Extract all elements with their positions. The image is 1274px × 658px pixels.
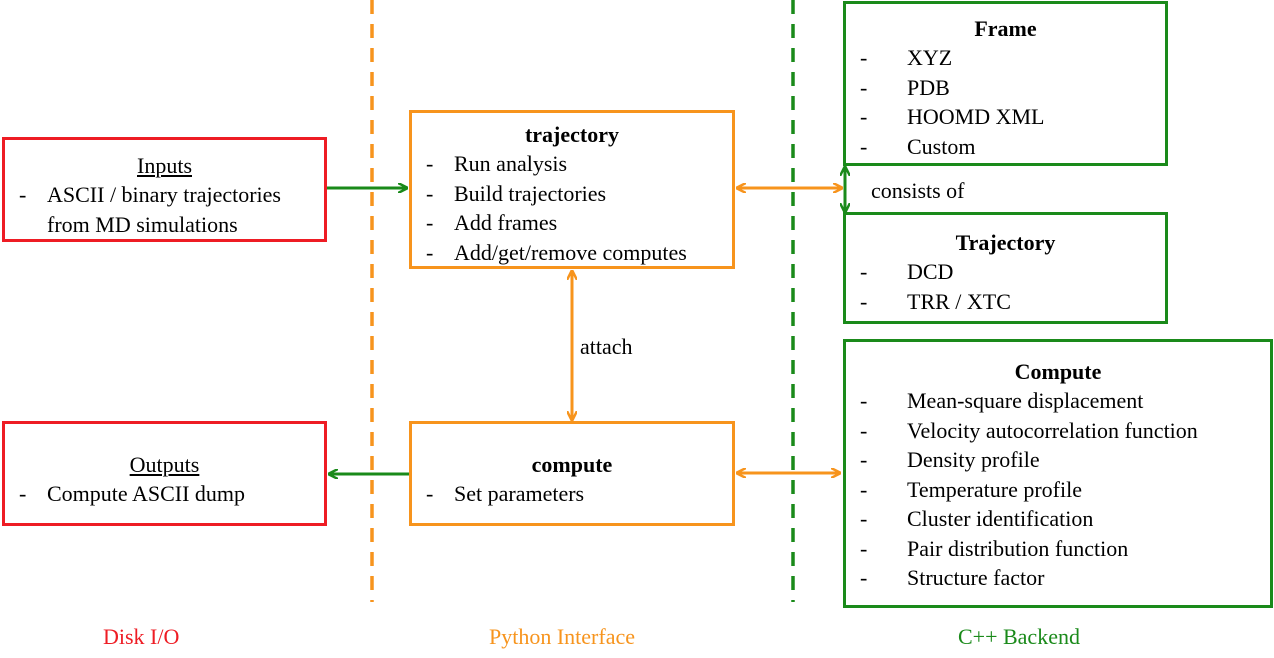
compute-python-box: compute - Set parameters — [409, 421, 735, 526]
list-item: - Add/get/remove computes — [426, 239, 687, 265]
list-item: - Structure factor — [860, 565, 1045, 590]
inputs-box: Inputs - ASCII / binary trajectories from… — [2, 137, 327, 242]
list-item: - TRR / XTC — [860, 288, 1011, 314]
list-item: - Build trajectories — [426, 180, 607, 206]
consists-of-label: consists of — [871, 178, 965, 203]
lane-label-python: Python Interface — [489, 624, 635, 649]
trajectory-cpp-list: - DCD - TRR / XTC — [860, 257, 1165, 316]
list-item: - Cluster identification — [860, 506, 1094, 531]
inputs-list: - ASCII / binary trajectories from MD sim… — [19, 180, 324, 239]
list-item: from MD simulations — [47, 211, 238, 237]
list-item: - Set parameters — [426, 481, 585, 506]
list-item: - Run analysis — [426, 151, 568, 176]
compute-cpp-list: - Mean-square displacement - Velocity auto… — [860, 386, 1270, 593]
list-item: - XYZ — [860, 45, 953, 70]
outputs-box: Outputs - Compute ASCII dump — [2, 421, 327, 526]
list-item: - DCD — [860, 259, 954, 284]
trajectory-python-list: - Run analysis - Build trajectories - Add f… — [426, 149, 732, 267]
trajectory-python-box: trajectory - Run analysis - Build trajecto… — [409, 110, 735, 269]
list-item: - HOOMD XML — [860, 104, 1045, 129]
frame-list: - XYZ - PDB - HOOMD XML - Custom — [860, 43, 1165, 161]
outputs-list: - Compute ASCII dump — [19, 479, 324, 509]
list-item: - Mean-square displacement — [860, 388, 1144, 413]
list-item: - PDB — [860, 74, 950, 100]
attach-label: attach — [580, 334, 633, 359]
outputs-title: Outputs — [129, 452, 200, 477]
trajectory-python-title: trajectory — [524, 122, 620, 147]
compute-python-list: - Set parameters — [426, 479, 732, 509]
list-item: - ASCII / binary trajectories — [19, 182, 281, 207]
frame-title: Frame — [974, 16, 1037, 41]
list-item: - Density profile — [860, 447, 1040, 472]
trajectory-cpp-box: Trajectory - DCD - TRR / XTC — [843, 212, 1168, 324]
lane-label-cpp: C++ Backend — [958, 624, 1080, 649]
list-item: - Custom — [860, 133, 976, 159]
lane-label-disk-io: Disk I/O — [103, 624, 180, 649]
compute-python-title: compute — [531, 452, 613, 477]
compute-cpp-box: Compute - Mean-square displacement - Veloc… — [843, 339, 1273, 608]
list-item: - Temperature profile — [860, 476, 1082, 502]
list-item: - Add frames — [426, 210, 558, 235]
list-item: - Compute ASCII dump — [19, 481, 246, 506]
list-item: - Pair distribution function — [860, 535, 1129, 561]
frame-box: Frame - XYZ - PDB - HOOMD XML - Custom — [843, 1, 1168, 166]
trajectory-cpp-title: Trajectory — [955, 230, 1056, 255]
list-item: - Velocity autocorrelation function — [860, 417, 1198, 443]
inputs-title: Inputs — [137, 153, 192, 178]
compute-cpp-title: Compute — [1014, 359, 1102, 384]
